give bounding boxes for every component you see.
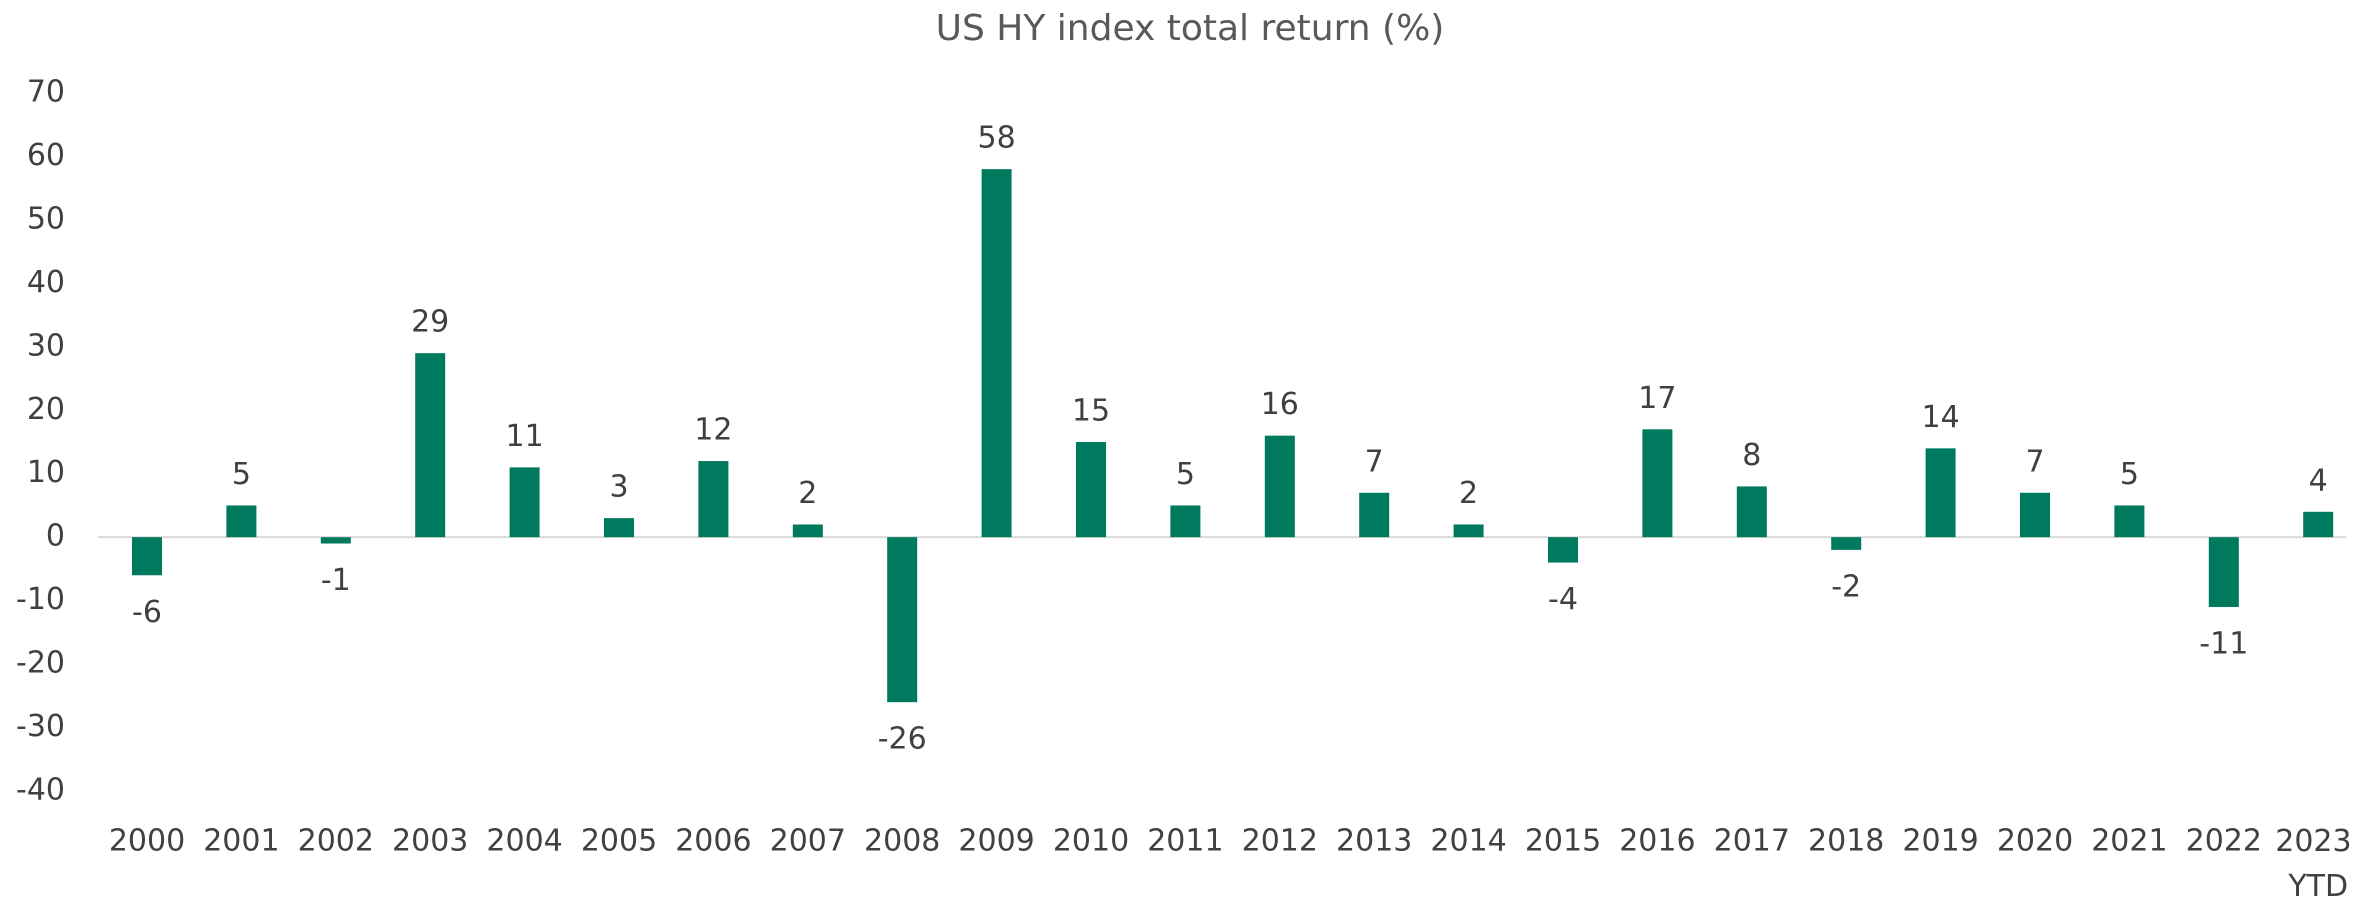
data-label: 14 (1922, 400, 1960, 435)
bar (2303, 511, 2334, 538)
x-tick-label: 2018 (1808, 824, 1884, 859)
data-label: 11 (506, 419, 544, 454)
bar (509, 467, 540, 538)
data-label: 5 (232, 457, 251, 492)
data-label: 29 (411, 305, 449, 340)
data-label: -26 (878, 722, 927, 757)
bar (981, 169, 1012, 538)
chart-title: US HY index total return (%) (936, 8, 1445, 49)
x-tick-label: 2021 (2091, 824, 2167, 859)
data-label: 3 (609, 470, 628, 505)
data-label: -6 (132, 595, 162, 630)
bar (1359, 492, 1390, 538)
x-tick-label: 2001 (203, 824, 279, 859)
x-tick-label: 2017 (1714, 824, 1790, 859)
y-tick-label: 30 (27, 328, 65, 363)
x-tick-label: 2016 (1619, 824, 1695, 859)
data-label: 5 (2120, 457, 2139, 492)
y-tick-label: 60 (27, 138, 65, 173)
y-tick-label: -10 (16, 582, 65, 617)
x-tick-label: 2004 (486, 824, 562, 859)
x-tick-label: 2000 (109, 824, 185, 859)
data-label: 7 (2025, 444, 2044, 479)
bar (2020, 492, 2050, 538)
bar (415, 353, 446, 538)
x-tick-label: 2003 (392, 824, 468, 859)
bar (1453, 524, 1484, 538)
y-tick-label: 20 (27, 392, 65, 427)
x-tick-label: 2019 (1902, 824, 1978, 859)
data-label: 16 (1261, 387, 1299, 422)
y-tick-label: 50 (27, 201, 65, 236)
bar (320, 537, 351, 544)
bar (1642, 429, 1673, 538)
bar (1170, 505, 1201, 538)
x-tick-label: 2022 (2186, 824, 2262, 859)
data-label: 5 (1176, 457, 1195, 492)
x-tick-label: 2002 (298, 824, 374, 859)
bar (1925, 448, 1956, 538)
x-tick-label: 2014 (1430, 824, 1506, 859)
x-tick-label: 2008 (864, 824, 940, 859)
bar (132, 537, 162, 576)
y-tick-label: 70 (27, 75, 65, 110)
x-tick-label: 2012 (1242, 824, 1318, 859)
data-label: 17 (1638, 381, 1676, 416)
data-label: -2 (1831, 569, 1861, 604)
y-tick-label: -30 (16, 709, 65, 744)
y-tick-label: 10 (27, 455, 65, 490)
x-tick-label: 2007 (770, 824, 846, 859)
bar (1264, 435, 1295, 538)
x-tick-label: 2013 (1336, 824, 1412, 859)
data-label: 2 (798, 476, 817, 511)
data-label: 2 (1459, 476, 1478, 511)
x-tick-label: 2006 (675, 824, 751, 859)
y-tick-label: 40 (27, 265, 65, 300)
y-tick-label: -40 (16, 773, 65, 808)
bar (698, 461, 729, 538)
bar (1831, 537, 1862, 550)
data-label: -11 (2199, 626, 2248, 661)
bar (792, 524, 823, 538)
x-tick-label: 2005 (581, 824, 657, 859)
x-tick-label: 2010 (1053, 824, 1129, 859)
x-tick-label: 2011 (1147, 824, 1223, 859)
bar (604, 518, 634, 538)
data-label: 15 (1072, 394, 1110, 429)
data-label: 58 (978, 121, 1016, 156)
x-tick-label: 2020 (1997, 824, 2073, 859)
data-label: 12 (694, 413, 732, 448)
bar (1736, 486, 1767, 538)
data-label: 8 (1742, 438, 1761, 473)
data-label: -4 (1548, 582, 1578, 617)
data-label: 7 (1365, 444, 1384, 479)
bar (2208, 537, 2239, 607)
data-label: -1 (321, 563, 351, 598)
bar (1548, 537, 1578, 563)
y-tick-label: 0 (46, 519, 65, 554)
y-tick-label: -20 (16, 646, 65, 681)
bar (226, 505, 257, 538)
bar (2114, 505, 2145, 538)
x-tick-label: 2009 (958, 824, 1034, 859)
bar (887, 537, 918, 703)
x-tick-label: 2023 YTD (2275, 824, 2358, 903)
bar (1076, 442, 1106, 538)
data-label: 4 (2309, 463, 2328, 498)
x-tick-label: 2015 (1525, 824, 1601, 859)
